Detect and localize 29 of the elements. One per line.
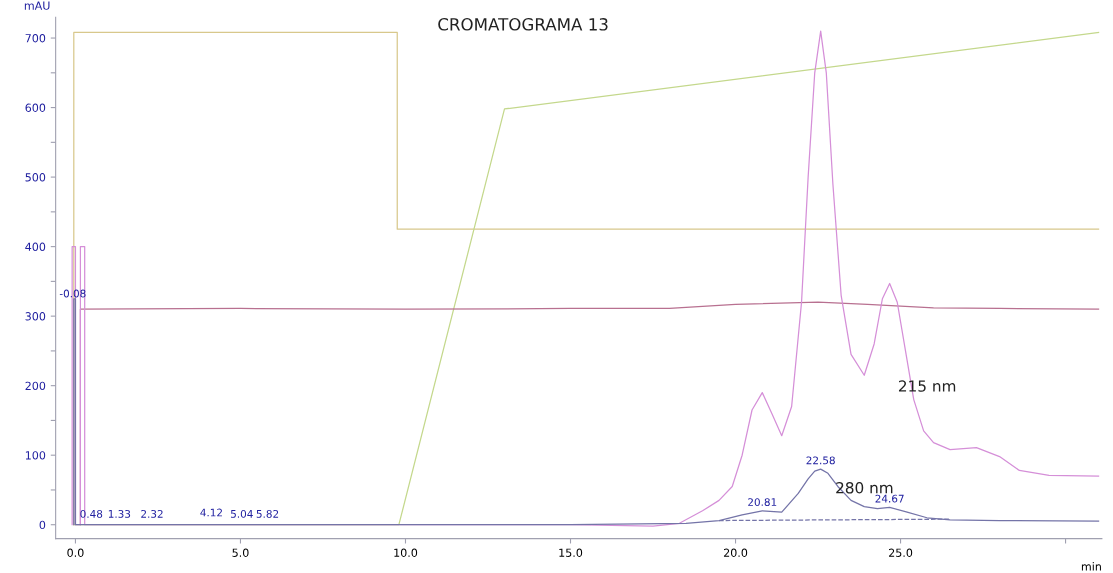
annotation: -0.08 [59, 289, 86, 298]
y-axis-title: mAU [24, 1, 50, 10]
annotation: 2.32 [141, 509, 163, 518]
y-tick-label: 400 [25, 242, 46, 251]
x-tick-label: 20.0 [723, 548, 748, 557]
annotation: 20.81 [748, 498, 777, 507]
y-tick-label: 0 [39, 520, 46, 530]
annotation: 1.33 [108, 509, 131, 518]
y-tick-label: 100 [25, 451, 46, 460]
x-axis-title: min [1081, 562, 1101, 571]
y-tick-label: 500 [25, 173, 46, 182]
annotation: 4.12 [200, 508, 222, 517]
y-tick-label: 200 [25, 381, 46, 391]
annotation: 5.82 [256, 509, 279, 518]
x-tick-label: 0.0 [67, 548, 84, 557]
y-tick-label: 300 [25, 312, 46, 321]
x-tick-label: 25.0 [888, 548, 913, 557]
annotation: 22.58 [806, 456, 835, 465]
x-tick-label: 5.0 [232, 548, 249, 557]
series-label: 215 nm [898, 380, 956, 392]
annotation: 24.67 [875, 494, 904, 503]
chart-title: CROMATOGRAMA 13 [438, 18, 608, 31]
y-tick-label: 700 [25, 34, 46, 43]
y-tick-label: 600 [25, 103, 46, 112]
series-label: 280 nm [836, 481, 893, 494]
x-tick-label: 15.0 [559, 548, 583, 557]
annotation: 0.48 [80, 509, 103, 518]
annotation: 5.04 [231, 509, 253, 518]
x-tick-label: 10.0 [394, 548, 418, 557]
